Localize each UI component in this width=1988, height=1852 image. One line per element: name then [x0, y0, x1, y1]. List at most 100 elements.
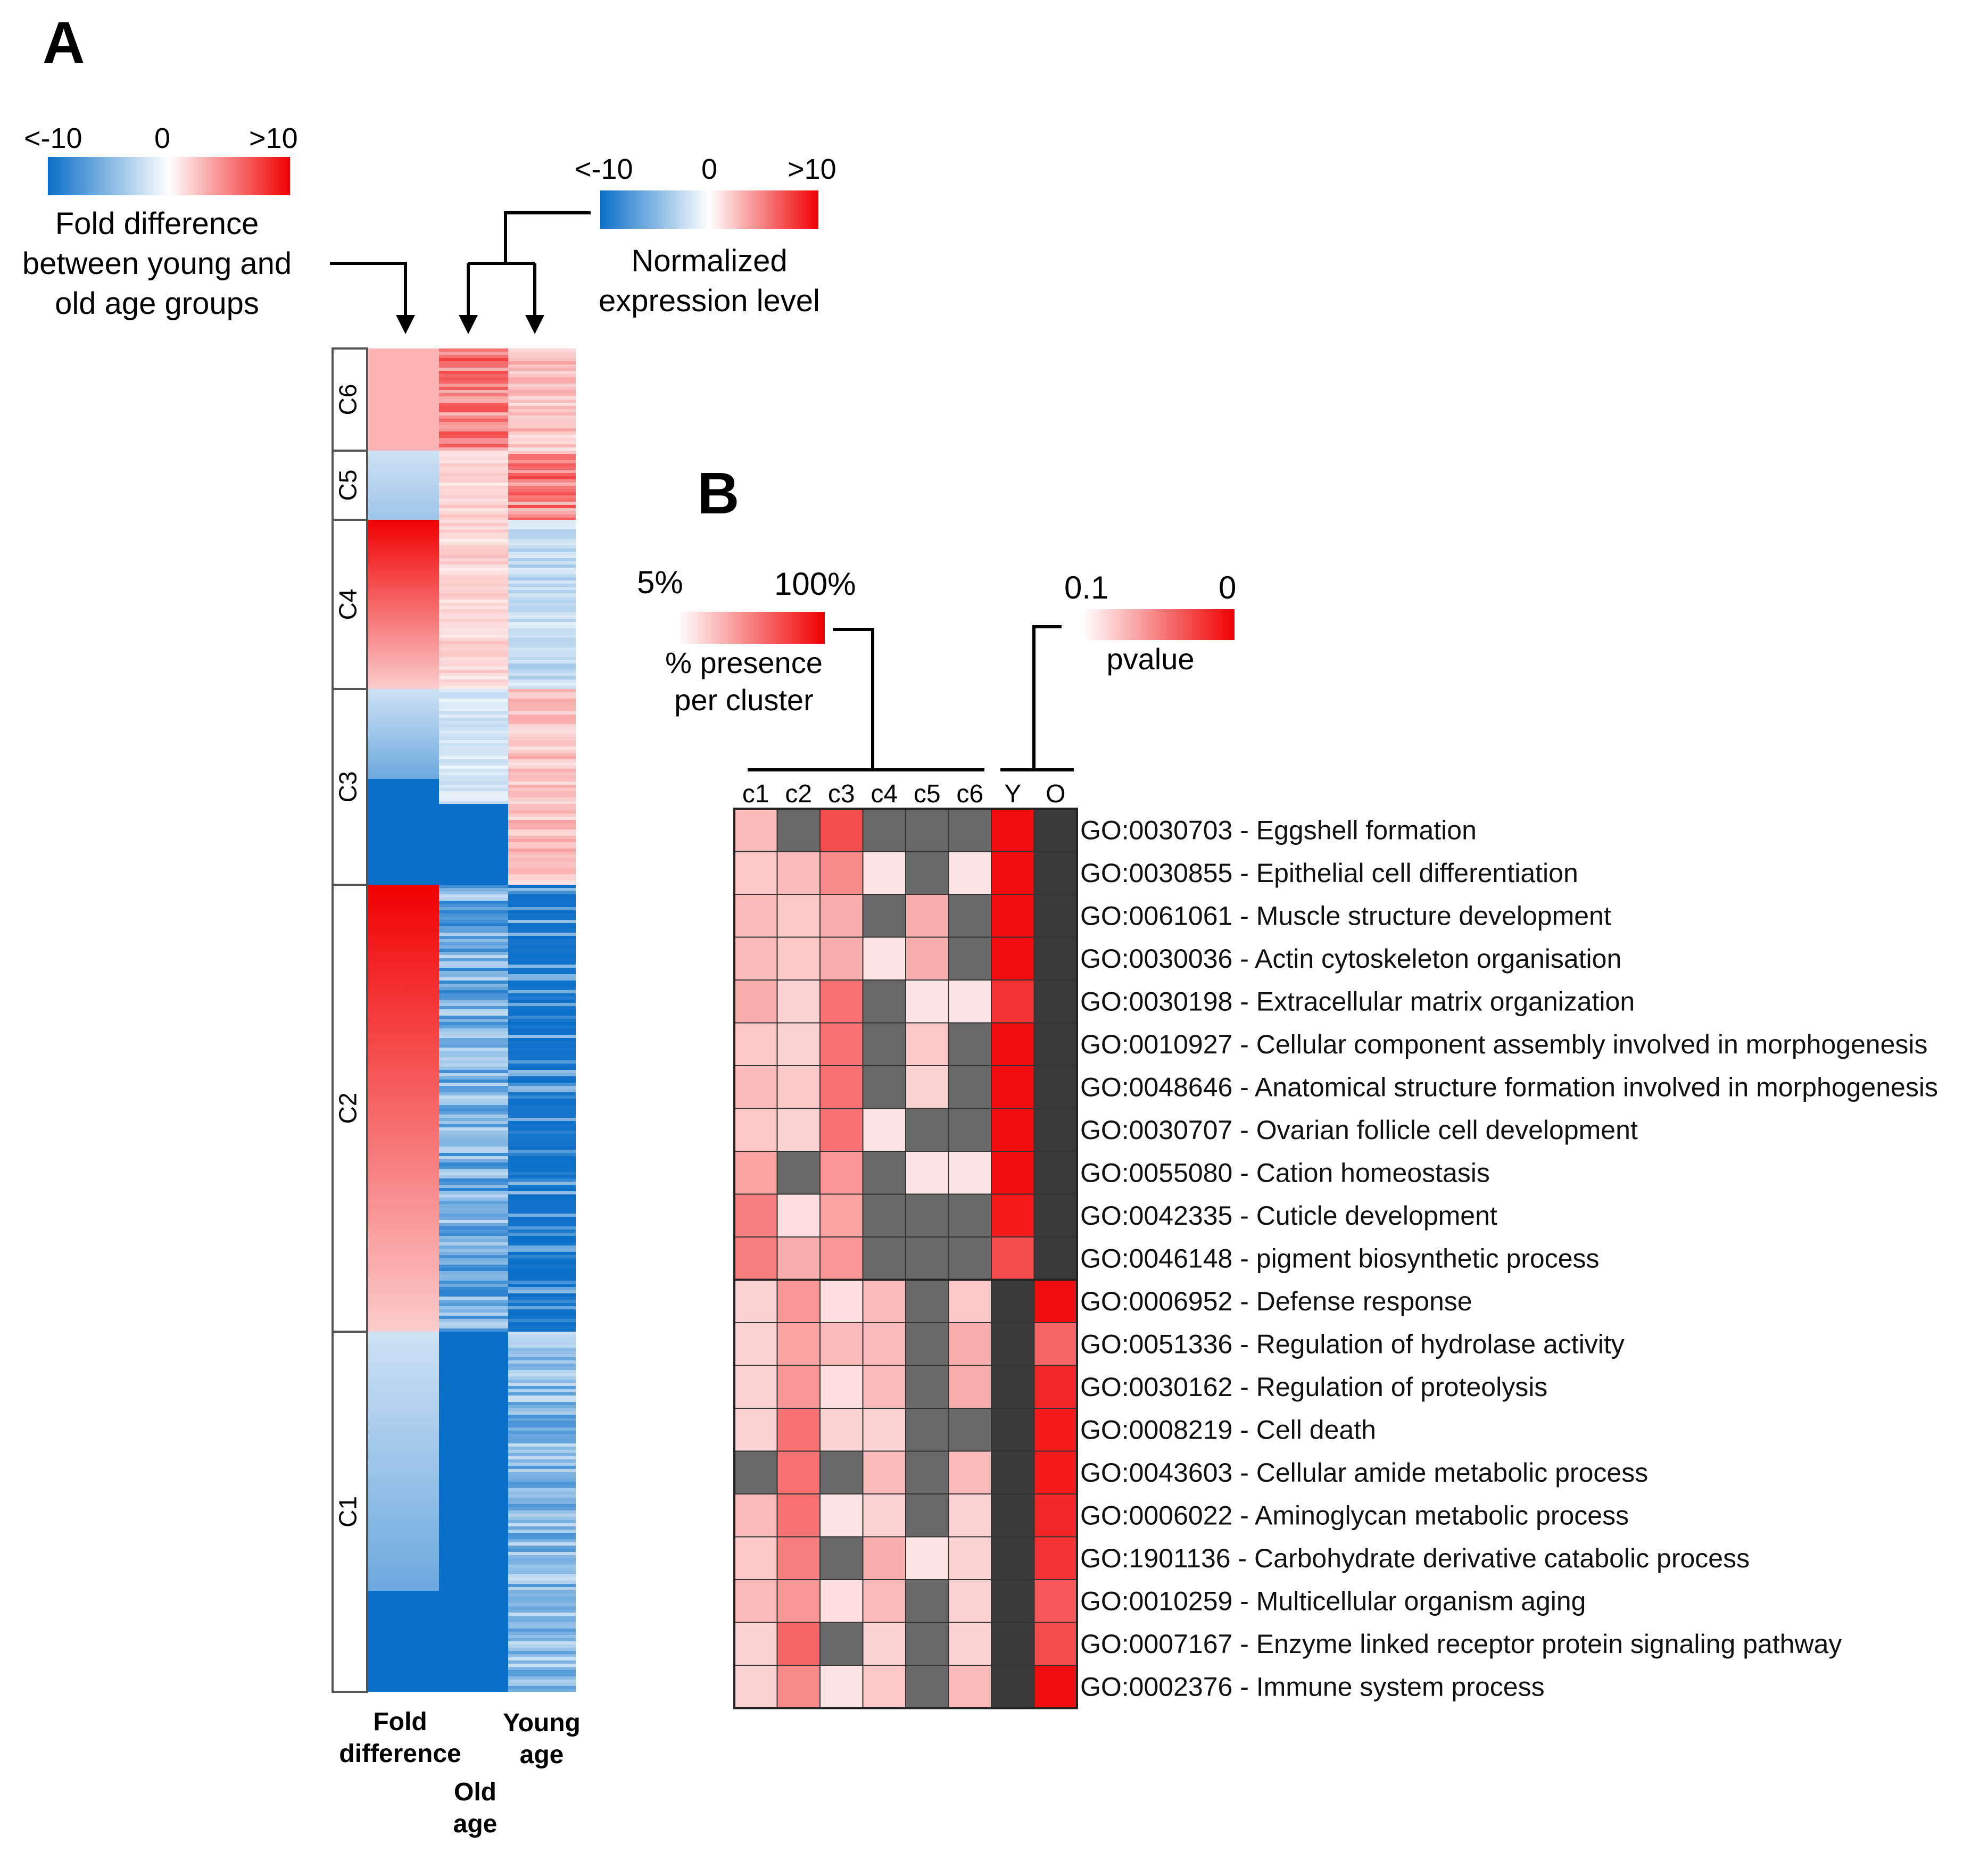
young-C3-band: [508, 807, 576, 810]
old-C3-band: [439, 756, 508, 759]
old-C3-band: [439, 721, 508, 724]
old-C4-band: [439, 606, 508, 609]
old-C4-band: [439, 542, 508, 545]
young-C2-band: [508, 1108, 576, 1111]
old-C6-band: [439, 422, 508, 425]
cell-Y: [991, 1450, 1035, 1494]
young-C5-band: [508, 489, 576, 492]
old-C5-band: [439, 473, 508, 476]
young-C2-band: [508, 1032, 576, 1035]
old-C2-band: [439, 1159, 508, 1162]
young-C4-band: [508, 577, 576, 580]
cell-c5: [905, 936, 949, 981]
old-C4-band: [439, 526, 508, 529]
go-term: GO:0055080 - Cation homeostasis: [1080, 1158, 1490, 1187]
panel-a-label: A: [43, 10, 85, 76]
young-C2-band: [508, 891, 576, 894]
cell-c6: [948, 851, 992, 895]
cell-Y: [991, 851, 1035, 895]
heatmap-b-frame: [733, 808, 1078, 1709]
cell-O: [1033, 1193, 1078, 1238]
old-C2-band: [439, 1025, 508, 1028]
old-C2-band: [439, 1041, 508, 1044]
young-C4-band: [508, 587, 576, 590]
old-C4-band: [439, 568, 508, 571]
young-C1-band: [508, 1597, 576, 1600]
go-term: GO:0006022 - Aminoglycan metabolic proce…: [1080, 1500, 1629, 1530]
young-C3-band: [508, 842, 576, 845]
old-C4-band: [439, 564, 508, 568]
old-C3-band: [439, 798, 508, 801]
young-C3-band: [508, 727, 576, 730]
young-C6-band: [508, 384, 576, 387]
young-C1-band: [508, 1619, 576, 1622]
young-C2-band: [508, 1038, 576, 1041]
go-term: GO:0051336 - Regulation of hydrolase act…: [1080, 1329, 1625, 1359]
cell-c5: [905, 1151, 949, 1195]
old-C2-band: [439, 1316, 508, 1319]
old-C2-band: [439, 913, 508, 917]
young-C2-band: [508, 1322, 576, 1325]
young-C2-band: [508, 1134, 576, 1137]
young-C2-band: [508, 1226, 576, 1230]
old-C5-band: [439, 463, 508, 467]
young-C5-band: [508, 486, 576, 489]
column-label-c3: c3: [828, 780, 855, 808]
young-C1-band: [508, 1676, 576, 1680]
young-C1-band: [508, 1459, 576, 1463]
old-C2-band: [439, 1261, 508, 1265]
col-label-old-2: age: [453, 1810, 498, 1838]
old-C3-band: [439, 743, 508, 746]
cell-O: [1033, 1536, 1078, 1580]
old-C2-band: [439, 1178, 508, 1182]
young-C3-band: [508, 836, 576, 839]
cell-c6: [948, 1536, 992, 1580]
cell-O: [1033, 1365, 1078, 1409]
old-C3-band: [439, 692, 508, 695]
cell-Y: [991, 894, 1035, 938]
young-C2-band: [508, 1009, 576, 1012]
young-C3-band: [508, 775, 576, 778]
cell-c6: [948, 1065, 992, 1109]
cell-c1: [734, 1322, 778, 1366]
cell-c1: [734, 1022, 778, 1066]
young-C3-band: [508, 849, 576, 852]
young-C2-band: [508, 1073, 576, 1076]
old-C2-band: [439, 993, 508, 996]
young-C4-band: [508, 593, 576, 596]
cell-c3: [819, 1365, 864, 1409]
young-C2-band: [508, 1255, 576, 1258]
young-C1-band: [508, 1447, 576, 1450]
old-C6-band: [439, 447, 508, 451]
cell-Y: [991, 1151, 1035, 1195]
young-C2-band: [508, 1102, 576, 1105]
cell-c4: [862, 1408, 906, 1452]
old-C2-band: [439, 1038, 508, 1041]
fold-cell-C3: [368, 689, 439, 779]
cell-c2: [776, 1193, 821, 1238]
old-C2-band: [439, 1000, 508, 1003]
cell-c1: [734, 1665, 778, 1709]
old-C4-band: [439, 580, 508, 584]
cell-c5: [905, 979, 949, 1024]
young-C2-band: [508, 1284, 576, 1287]
old-C4-band: [439, 641, 508, 644]
young-C3-band: [508, 718, 576, 721]
cell-c4: [862, 1022, 906, 1066]
young-C1-band: [508, 1552, 576, 1555]
old-C4-band: [439, 539, 508, 542]
young-C2-band: [508, 1271, 576, 1274]
old-C5-band: [439, 511, 508, 514]
young-C2-band: [508, 1265, 576, 1268]
young-C5-band: [508, 457, 576, 460]
young-C1-band: [508, 1351, 576, 1354]
old-C4-band: [439, 545, 508, 549]
young-C1-band: [508, 1392, 576, 1396]
old-C6-band: [439, 361, 508, 364]
old-C2-band: [439, 1131, 508, 1134]
old-C2-band: [439, 910, 508, 913]
young-C2-band: [508, 894, 576, 898]
old-C6-band: [439, 374, 508, 377]
cluster-brackets: C6 C5 C4 C3 C2 C1: [332, 347, 368, 1693]
young-C2-band: [508, 1115, 576, 1118]
